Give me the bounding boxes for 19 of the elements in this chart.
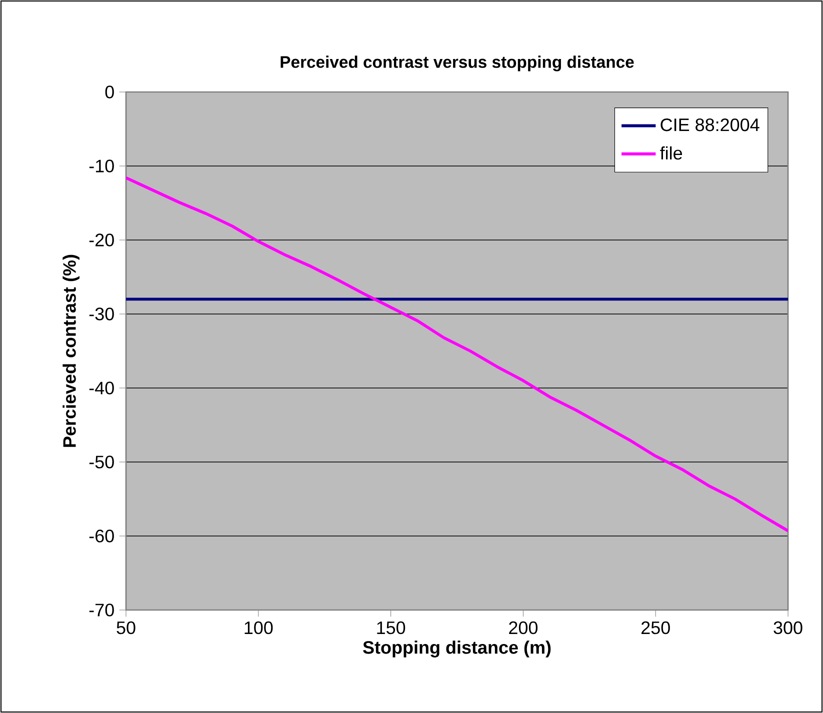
x-axis-title: Stopping distance (m) xyxy=(363,640,551,658)
x-tick-label: 300 xyxy=(774,621,802,634)
y-tick-label: -30 xyxy=(89,308,114,320)
y-tick-label: 0 xyxy=(105,86,114,98)
y-axis-title: Percieved contrast (%) xyxy=(62,254,80,447)
legend-label: CIE 88:2004 xyxy=(660,118,760,132)
y-tick-label: -20 xyxy=(89,234,114,246)
y-tick-label: -70 xyxy=(89,604,114,616)
y-tick-label: -40 xyxy=(89,382,114,394)
y-tick-label: -10 xyxy=(89,160,114,172)
x-tick-label: 100 xyxy=(244,621,273,634)
x-tick-label: 250 xyxy=(641,621,670,634)
x-tick-label: 200 xyxy=(509,621,538,634)
x-tick-label: 50 xyxy=(116,621,136,634)
chart-title: Perceived contrast versus stopping distance xyxy=(280,56,634,72)
x-tick-label: 150 xyxy=(377,621,406,634)
y-tick-label: -50 xyxy=(89,456,114,468)
y-tick-label: -60 xyxy=(89,530,114,542)
legend-label: file xyxy=(660,146,682,160)
